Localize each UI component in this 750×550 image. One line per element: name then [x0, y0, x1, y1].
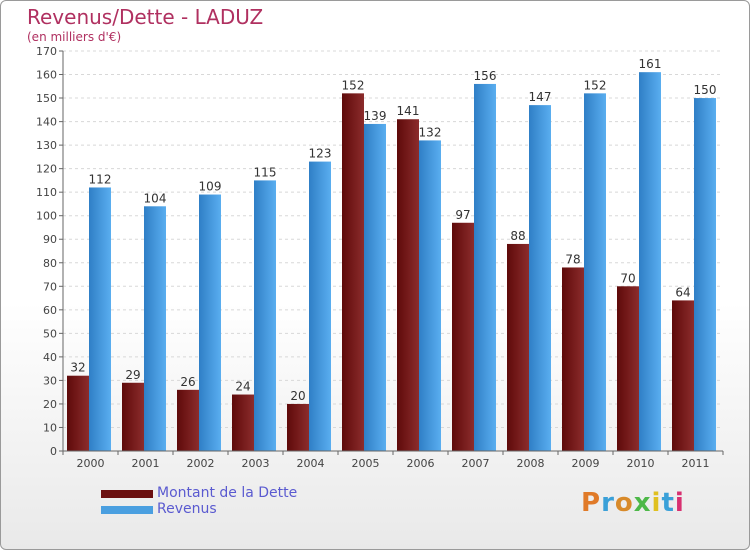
y-axis: 0 10 20 30 40 50 60 70 80 90 100 110 120 130 140 150 160…: [36, 45, 64, 458]
data-label-revenus: 147: [529, 90, 552, 104]
data-label-dette: 64: [675, 285, 690, 299]
y-tick-label: 70: [43, 280, 57, 293]
y-tick-label: 90: [43, 233, 57, 246]
x-tick-label: 2007: [462, 457, 490, 470]
data-label-revenus: 112: [89, 172, 112, 186]
bar-dette: [122, 382, 144, 451]
legend-swatch-debt: [101, 490, 153, 498]
x-axis: 2000 2001 2002 2003 2004 2005 2006 2007 2008 2009…: [62, 450, 724, 470]
data-label-revenus: 104: [144, 191, 167, 205]
data-label-revenus: 123: [309, 147, 332, 161]
x-tick-label: 2005: [352, 457, 380, 470]
y-tick-label: 60: [43, 304, 57, 317]
data-label-dette: 26: [180, 375, 195, 389]
y-tick-label: 100: [36, 210, 57, 223]
bar-dette: [287, 403, 309, 451]
bar-revenus: [89, 187, 111, 451]
bar-dette: [67, 375, 89, 451]
bar-dette: [617, 286, 639, 451]
bar-revenus: [254, 180, 276, 452]
y-tick-label: 150: [36, 92, 57, 105]
x-tick-label: 2008: [517, 457, 545, 470]
data-label-dette: 141: [397, 104, 420, 118]
bar-dette: [507, 243, 529, 451]
x-tick-label: 2009: [572, 457, 600, 470]
bar-revenus: [419, 140, 441, 452]
bar-revenus: [639, 72, 661, 452]
brand-letter: P: [581, 488, 602, 518]
bar-revenus: [584, 93, 606, 452]
bar-dette: [672, 300, 694, 451]
bar-revenus: [199, 194, 221, 451]
bar-dette: [397, 119, 419, 451]
brand-letter: o: [614, 488, 634, 518]
bar-revenus: [694, 98, 716, 451]
brand-letter: t: [661, 488, 675, 518]
x-tick-label: 2002: [187, 457, 215, 470]
bar-dette: [562, 267, 584, 451]
bar-revenus: [144, 206, 166, 451]
data-label-revenus: 150: [694, 83, 717, 97]
y-tick-label: 140: [36, 116, 57, 129]
gridlines: [63, 50, 723, 428]
chart-subtitle: (en milliers d'€): [27, 30, 122, 44]
proxiti-logo: Proxiti: [581, 488, 685, 518]
y-tick-label: 130: [36, 139, 57, 152]
x-tick-label: 2010: [627, 457, 655, 470]
x-tick-label: 2006: [407, 457, 435, 470]
bar-dette: [342, 93, 364, 452]
y-tick-label: 50: [43, 327, 57, 340]
legend-label-revenus: Revenus: [157, 501, 217, 517]
data-label-dette: 78: [565, 252, 580, 266]
x-tick-label: 2011: [682, 457, 710, 470]
brand-letter: r: [601, 488, 615, 518]
x-tick-label: 2003: [242, 457, 270, 470]
data-label-revenus: 132: [419, 125, 442, 139]
data-label-dette: 32: [70, 361, 85, 375]
data-label-revenus: 115: [254, 165, 277, 179]
legend-swatch-revenus: [101, 506, 153, 514]
bars: 32 112 29 104 26 109 24 115 20 123 152 139 141 132 97 1…: [67, 57, 717, 452]
data-label-revenus: 152: [584, 78, 607, 92]
data-label-revenus: 156: [474, 69, 497, 83]
bar-revenus: [474, 83, 496, 452]
bar-dette: [177, 389, 199, 451]
chart-title: Revenus/Dette - LADUZ: [27, 5, 264, 29]
data-label-dette: 70: [620, 271, 635, 285]
y-tick-label: 40: [43, 351, 57, 364]
data-label-dette: 20: [290, 389, 305, 403]
data-label-revenus: 109: [199, 180, 222, 194]
y-tick-label: 10: [43, 421, 57, 434]
bar-revenus: [529, 105, 551, 451]
legend-label-debt: Montant de la Dette: [157, 485, 298, 501]
bar-dette: [232, 394, 254, 451]
y-tick-label: 110: [36, 186, 57, 199]
bar-revenus: [309, 161, 331, 451]
data-label-dette: 88: [510, 229, 525, 243]
y-tick-label: 80: [43, 257, 57, 270]
y-tick-label: 160: [36, 69, 57, 82]
data-label-dette: 29: [125, 368, 140, 382]
x-tick-label: 2004: [297, 457, 325, 470]
x-tick-label: 2000: [77, 457, 105, 470]
y-tick-label: 120: [36, 163, 57, 176]
bar-revenus: [364, 123, 386, 452]
y-tick-label: 0: [50, 445, 57, 458]
brand-letter: x: [633, 488, 652, 518]
data-label-dette: 97: [455, 208, 470, 222]
data-label-revenus: 139: [364, 109, 387, 123]
y-tick-label: 170: [36, 45, 57, 58]
y-tick-label: 30: [43, 374, 57, 387]
brand-letter: i: [674, 488, 685, 518]
brand-letter: i: [651, 488, 662, 518]
data-label-dette: 24: [235, 380, 250, 394]
data-label-revenus: 161: [639, 57, 662, 71]
y-tick-label: 20: [43, 398, 57, 411]
x-tick-label: 2001: [132, 457, 160, 470]
data-label-dette: 152: [342, 78, 365, 92]
bar-dette: [452, 222, 474, 451]
